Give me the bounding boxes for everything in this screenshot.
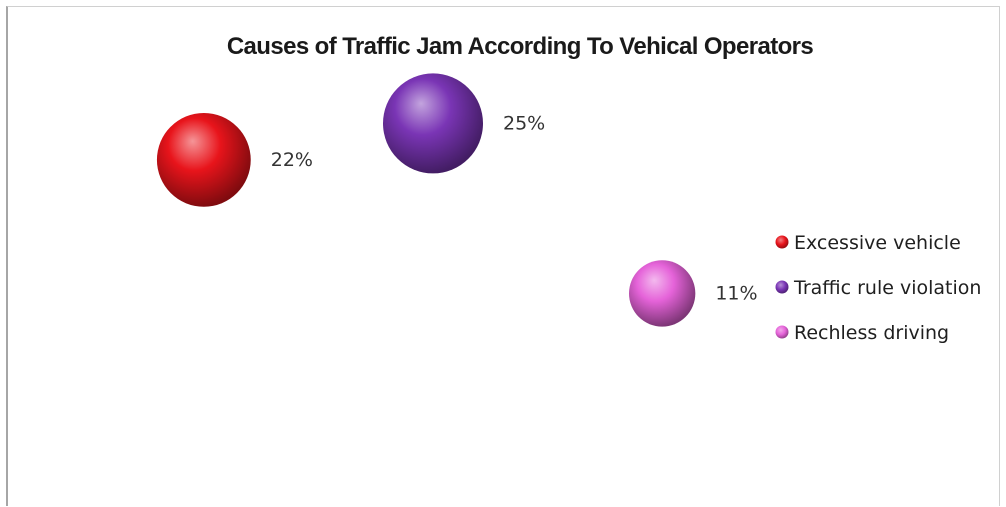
bubbles-layer: 22% 25% 11% [156,73,758,327]
legend-label-excessive-vehicle: Excessive vehicle [794,232,961,254]
legend-label-traffic-rule-violation: Traffic rule violation [793,277,981,299]
legend-label-rechless-driving: Rechless driving [794,322,949,344]
legend-marker-traffic-rule-violation [775,280,789,294]
bubble-rechless-driving [629,260,696,327]
legend-marker-excessive-vehicle [775,235,789,249]
chart-area: Causes of Traffic Jam According To Vehic… [6,6,1000,506]
data-label-traffic-rule-violation: 25% [503,112,545,134]
bubble-traffic-rule-violation [383,73,483,174]
data-label-excessive-vehicle: 22% [271,149,313,171]
legend: Excessive vehicle Traffic rule violation R… [775,232,981,344]
data-label-rechless-driving: 11% [715,282,757,304]
bubble-excessive-vehicle [156,112,251,207]
chart-title: Causes of Traffic Jam According To Vehic… [227,33,814,60]
legend-marker-rechless-driving [775,325,789,339]
bubble-chart: Causes of Traffic Jam According To Vehic… [156,33,981,344]
